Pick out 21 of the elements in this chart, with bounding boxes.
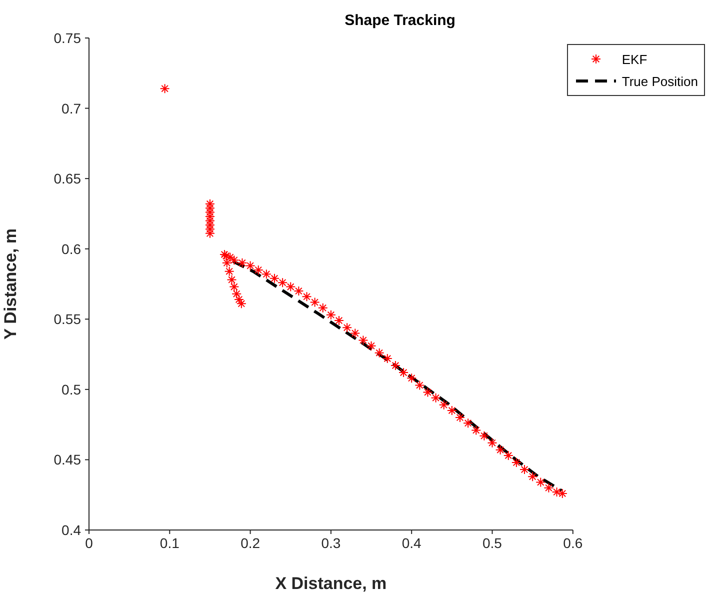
legend-label: EKF	[622, 52, 648, 66]
y-tick-label: 0.7	[62, 100, 82, 116]
chart-title: Shape Tracking	[344, 12, 456, 29]
x-tick-label: 0.5	[482, 534, 502, 551]
y-axis-title: Y Distance, m	[1, 228, 20, 340]
y-tick-label: 0.55	[54, 311, 82, 328]
x-tick-label: 0.6	[563, 534, 583, 551]
y-tick-label: 0.75	[54, 30, 82, 46]
legend-label: True Position	[622, 74, 698, 88]
y-tick-label: 0.5	[62, 381, 82, 398]
y-tick-label: 0.65	[54, 170, 82, 187]
y-tick-label: 0.45	[54, 452, 82, 468]
y-tick-label: 0.4	[62, 522, 82, 538]
x-tick-label: 0	[85, 534, 94, 551]
x-axis-title: X Distance, m	[275, 574, 387, 593]
x-tick-label: 0.2	[240, 534, 260, 551]
x-tick-label: 0.1	[160, 534, 180, 551]
x-tick-label: 0.4	[402, 534, 422, 551]
x-tick-label: 0.3	[321, 534, 341, 551]
y-tick-label: 0.6	[62, 240, 82, 257]
line-series	[232, 260, 564, 492]
